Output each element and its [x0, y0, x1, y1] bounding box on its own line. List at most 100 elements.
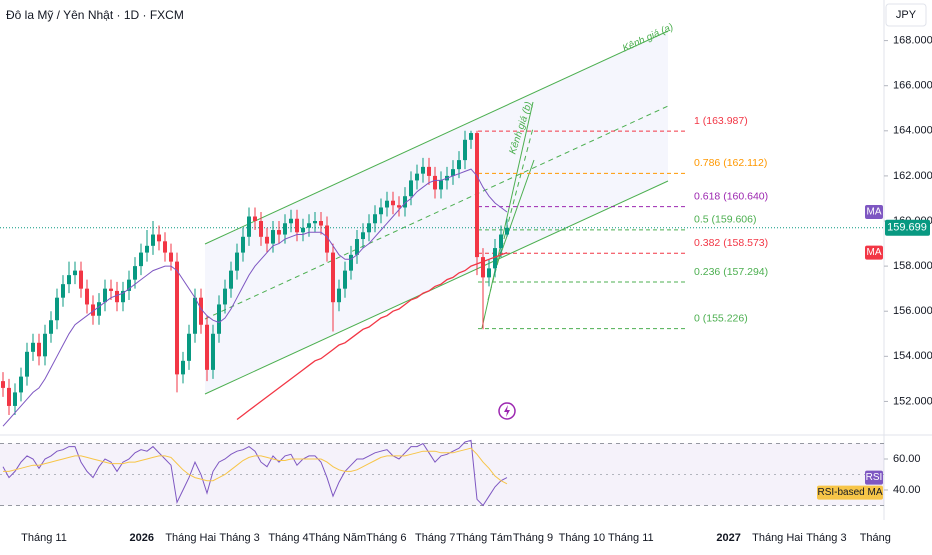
ma-tag-label: MA [867, 207, 882, 218]
candle-body [217, 304, 221, 334]
x-tick-label: Tháng 7 [415, 532, 455, 544]
channel-mid [204, 105, 669, 320]
candle-body [169, 252, 173, 262]
y-tick-label: 168.000 [893, 35, 932, 47]
candle-body [43, 333, 47, 357]
candle-body [151, 234, 155, 246]
x-tick-label: Tháng Hai [165, 532, 216, 544]
candle-body [277, 230, 281, 235]
candle-body [301, 227, 305, 233]
candle-body [1, 381, 5, 388]
candle-body [13, 392, 17, 406]
candle-body [463, 139, 467, 161]
candle-body [211, 333, 215, 370]
ma-tag [865, 204, 883, 219]
candle-body [247, 216, 251, 237]
candle-body [157, 234, 161, 242]
series-line [236, 251, 508, 421]
candle-body [127, 279, 131, 291]
candle-body [31, 342, 35, 352]
candle-body [49, 320, 53, 334]
y-tick-label: 164.000 [893, 125, 932, 137]
candle-body [79, 270, 83, 289]
x-tick-label: 2027 [716, 532, 740, 544]
x-tick-label: Tháng 11 [608, 532, 654, 544]
candle-body [91, 304, 95, 316]
candle-body [325, 225, 329, 253]
x-tick-label: Tháng 4 [268, 532, 308, 544]
candle-body [427, 166, 431, 176]
x-tick-label: Tháng [860, 532, 891, 544]
y-tick-label: 60.00 [893, 453, 921, 465]
candle-body [265, 236, 269, 244]
candle-body [223, 288, 227, 305]
candle-body [163, 241, 167, 253]
candle-body [331, 252, 335, 303]
candle-body [295, 218, 299, 233]
candle-body [85, 288, 89, 305]
rsi-tag-label: RSI [866, 472, 883, 483]
ma-tag-label: MA [867, 247, 882, 258]
candle-body [499, 234, 503, 249]
candle-body [181, 360, 185, 375]
chart-title: Đô la Mỹ / Yên Nhật · 1D · FXCM [6, 8, 184, 22]
rsi-tag [817, 485, 883, 500]
plot-layer: 152.000154.000156.000158.000160.000162.0… [0, 35, 932, 544]
currency-button[interactable] [885, 3, 927, 27]
candle-body [409, 180, 413, 197]
candle-body [367, 223, 371, 233]
candle-body [505, 227, 509, 235]
price-tag [885, 219, 930, 236]
candle-body [37, 342, 41, 357]
series-line [2, 168, 508, 427]
candle-body [25, 351, 29, 377]
candle-body [451, 169, 455, 176]
candle-body [187, 333, 191, 361]
fib-label: 1 (163.987) [694, 115, 748, 127]
candle-body [397, 205, 401, 208]
candle-body [421, 166, 425, 174]
rsi-tag [865, 470, 883, 485]
candle-body [271, 230, 275, 244]
y-tick-label: 40.00 [893, 484, 921, 496]
candle-body [253, 216, 257, 222]
event-icon-bolt [504, 405, 510, 417]
candle-body [67, 275, 71, 285]
candle-body [361, 232, 365, 240]
candle-body [403, 196, 407, 208]
x-tick-label: Tháng 3 [219, 532, 259, 544]
candle-body [439, 180, 443, 190]
candle-body [97, 302, 101, 316]
candle-body [379, 207, 383, 215]
x-tick-label: 2026 [130, 532, 154, 544]
candle-body [205, 324, 209, 370]
candle-body [259, 221, 263, 237]
ma-tag [865, 245, 883, 260]
x-tick-label: Tháng Hai [752, 532, 803, 544]
candle-body [283, 223, 287, 235]
candle-body [319, 221, 323, 226]
candle-body [241, 236, 245, 253]
fib-label: 0.618 (160.640) [694, 190, 768, 202]
y-tick-label: 156.000 [893, 305, 932, 317]
x-tick-label: Tháng 11 [21, 532, 67, 544]
candle-body [307, 223, 311, 228]
candle-body [19, 376, 23, 393]
currency-label[interactable]: JPY [896, 9, 917, 21]
candle-body [121, 290, 125, 303]
candle-body [475, 133, 479, 258]
candle-body [493, 248, 497, 269]
candle-body [313, 221, 317, 224]
candle-body [199, 297, 203, 325]
candle-body [55, 297, 59, 321]
x-tick-label: Tháng Năm [309, 532, 366, 544]
candle-body [457, 160, 461, 170]
rsi-tag-label: RSI-based MA [817, 487, 882, 498]
candle-body [61, 284, 65, 298]
candle-body [373, 214, 377, 224]
candle-body [115, 290, 119, 303]
candle-body [469, 133, 473, 140]
channel-line [204, 180, 669, 395]
candle-body [343, 270, 347, 289]
